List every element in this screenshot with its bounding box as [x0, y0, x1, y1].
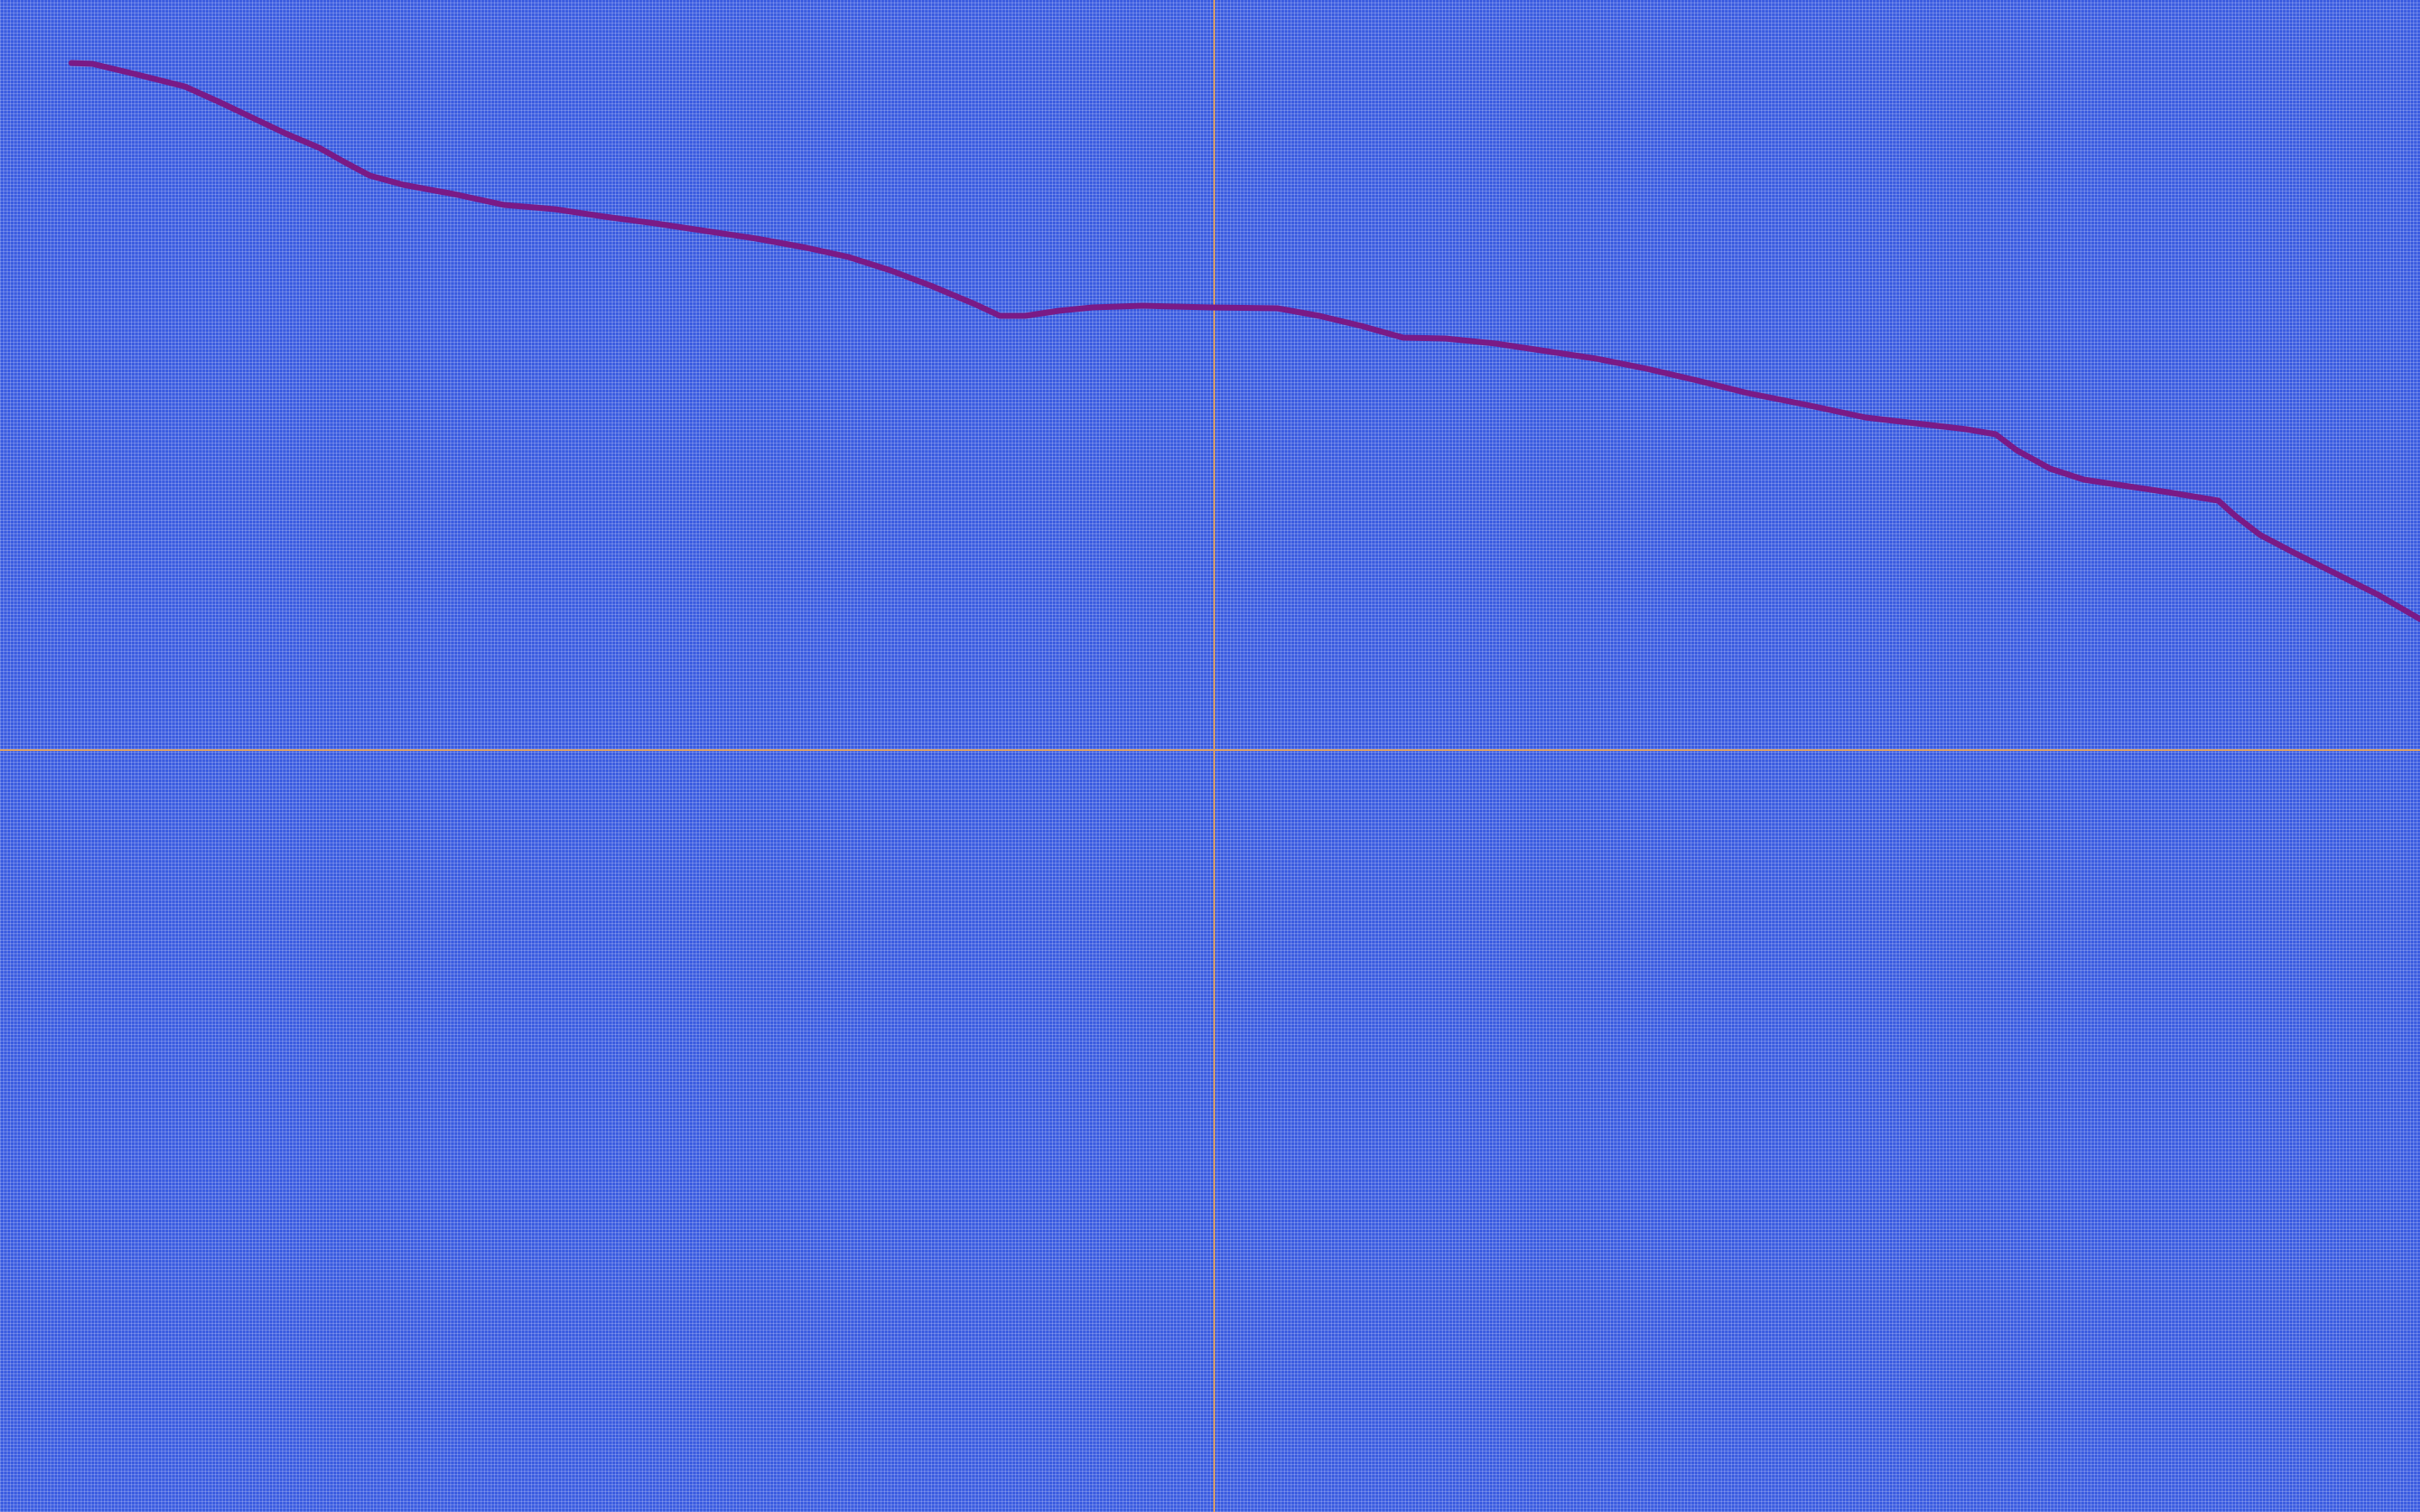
series-group [68, 60, 2420, 622]
series-line-0 [68, 60, 2420, 622]
